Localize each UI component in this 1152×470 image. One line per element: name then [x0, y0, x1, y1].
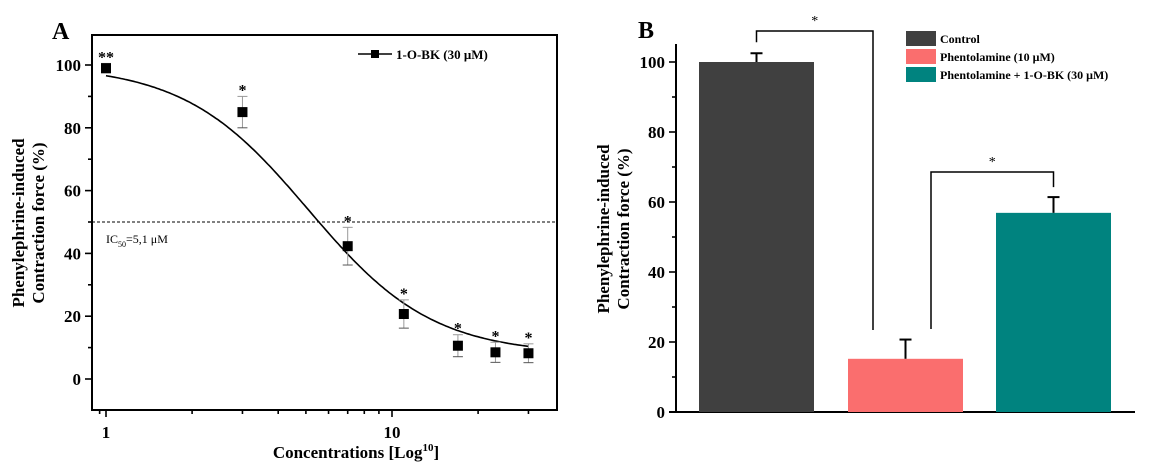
bar-phentolamine: [848, 358, 963, 412]
data-point: [398, 309, 409, 320]
data-point: [101, 63, 111, 74]
y-axis-title-line2: Contraction force (%): [29, 142, 48, 303]
significance-label: *: [989, 155, 996, 170]
fit-curve: [105, 74, 529, 348]
legend-swatch: [906, 67, 936, 82]
y-tick-label: 60: [64, 182, 81, 201]
legend-swatch: [906, 31, 936, 46]
y-tick-label: 20: [648, 333, 665, 352]
significance-bracket: [930, 171, 1055, 329]
data-point: [237, 107, 248, 118]
y-tick-label: 80: [648, 123, 665, 142]
panel-b-y-axis: 0 20 40 60 80 100: [640, 53, 676, 422]
significance-label: *: [811, 14, 818, 29]
legend: Control Phentolamine (10 μM) Phentolamine …: [906, 31, 1108, 82]
data-point: [452, 340, 463, 351]
y-tick-label: 100: [640, 53, 666, 72]
significance-brackets: **: [755, 14, 1055, 330]
significance-bracket: [755, 30, 874, 330]
legend-label: 1-O-BK (30 μM): [396, 47, 488, 62]
bar-phentolamine-1-o-bk: [996, 212, 1111, 412]
significance-label: *: [454, 321, 462, 338]
y-tick-label: 80: [64, 119, 81, 138]
legend-label: Phentolamine + 1-O-BK (30 μM): [940, 68, 1108, 82]
x-tick-label: 1: [102, 423, 111, 442]
legend-label: Control: [940, 32, 980, 46]
legend-marker: [371, 50, 379, 58]
data-point: [523, 348, 534, 359]
panel-a-label: A: [52, 19, 70, 45]
y-tick-label: 100: [56, 56, 82, 75]
significance-label: *: [238, 82, 246, 99]
y-tick-label: 0: [73, 370, 82, 389]
y-axis-title-line2: Contraction force (%): [614, 148, 633, 309]
y-axis-title-line1: Phenylephrine-induced: [594, 144, 613, 314]
y-tick-label: 0: [657, 403, 666, 422]
ic50-label: IC50=5,1 μM: [106, 232, 168, 249]
significance-label: *: [524, 330, 532, 347]
bars: [699, 52, 1111, 412]
bar-control: [699, 62, 814, 412]
significance-label: *: [344, 213, 352, 230]
data-points: ****** * *: [98, 49, 534, 364]
x-tick-label: 10: [384, 423, 401, 442]
y-tick-label: 40: [64, 244, 81, 263]
panel-b-label: B: [638, 18, 654, 44]
panel-a-y-axis: 0 20 40 60 80 100: [56, 56, 92, 389]
y-tick-label: 40: [648, 263, 665, 282]
significance-label: **: [98, 49, 114, 66]
y-tick-label: 20: [64, 307, 81, 326]
legend-label: Phentolamine (10 μM): [940, 50, 1055, 64]
data-point: [342, 241, 353, 252]
y-axis-title-line1: Phenylephrine-induced: [9, 138, 28, 308]
legend-swatch: [906, 49, 936, 64]
panel-a-x-axis: 1 10: [98, 410, 530, 442]
significance-label: *: [400, 286, 408, 303]
y-tick-label: 60: [648, 193, 665, 212]
significance-label: *: [491, 328, 499, 345]
x-axis-title: Concentrations [Log10]: [273, 442, 439, 462]
legend: 1-O-BK (30 μM): [358, 47, 488, 62]
data-point: [490, 347, 501, 358]
